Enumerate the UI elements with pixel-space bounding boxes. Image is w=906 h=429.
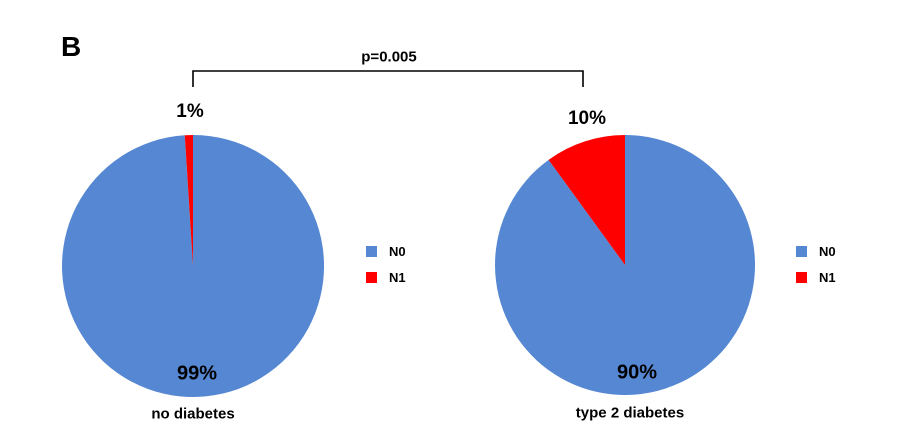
bracket-line bbox=[192, 70, 584, 87]
panel-label: B bbox=[61, 31, 82, 62]
legend-swatch-n1 bbox=[366, 272, 377, 283]
pie-slice-n1 bbox=[548, 135, 625, 265]
legend-label-n1: N1 bbox=[819, 270, 836, 285]
legend-row-n0: N0 bbox=[366, 245, 406, 258]
legend-swatch-n0 bbox=[796, 246, 807, 257]
pie-chart-type2-diabetes bbox=[495, 135, 755, 395]
legend-swatch-n1 bbox=[796, 272, 807, 283]
legend-label-n1: N1 bbox=[389, 270, 406, 285]
legend-label-n0: N0 bbox=[389, 244, 406, 259]
legend-row-n0: N0 bbox=[796, 245, 836, 258]
legend-label-n0: N0 bbox=[819, 244, 836, 259]
pie-slice-n0 bbox=[495, 135, 755, 395]
pie-slice-n1 bbox=[184, 135, 193, 266]
p-value-label: p=0.005 bbox=[361, 48, 417, 66]
legend: N0 N1 bbox=[366, 245, 406, 284]
pie-chart-no-diabetes bbox=[62, 135, 324, 397]
minor-slice-percent-label: 10% bbox=[567, 108, 607, 129]
pie-caption: type 2 diabetes bbox=[575, 404, 685, 422]
minor-slice-percent-label: 1% bbox=[176, 101, 204, 122]
legend: N0 N1 bbox=[796, 245, 836, 284]
major-slice-percent-label: 99% bbox=[176, 362, 218, 385]
legend-swatch-n0 bbox=[366, 246, 377, 257]
pie-slice-n0 bbox=[62, 135, 324, 397]
legend-row-n1: N1 bbox=[796, 271, 836, 284]
pie-caption: no diabetes bbox=[151, 405, 235, 423]
major-slice-percent-label: 90% bbox=[616, 361, 658, 384]
legend-row-n1: N1 bbox=[366, 271, 406, 284]
